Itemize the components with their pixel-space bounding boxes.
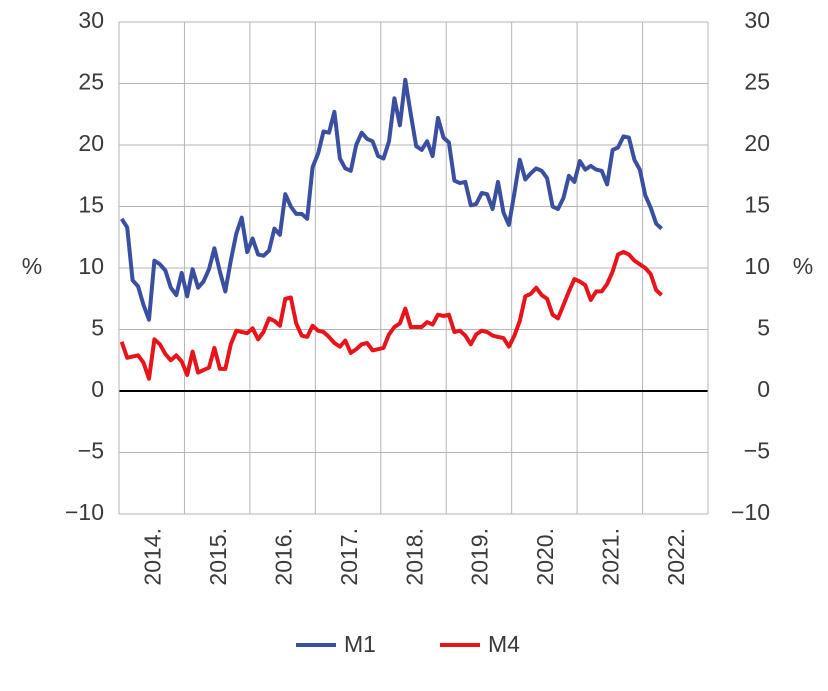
y-tick-label: 10 <box>78 253 104 279</box>
y2-tick-label: 10 <box>744 253 770 279</box>
y2-tick-label: 25 <box>744 69 770 95</box>
y2-tick-label: 20 <box>744 130 770 156</box>
y2-tick-label: 15 <box>744 192 770 218</box>
x-tick-label: 2018. <box>401 528 427 586</box>
legend-label: M4 <box>488 631 520 657</box>
x-tick-label: 2020. <box>532 528 558 586</box>
y-tick-label: 20 <box>78 130 104 156</box>
y-tick-label: 15 <box>78 192 104 218</box>
y-tick-label: 5 <box>91 315 104 341</box>
y2-tick-label: 0 <box>757 376 770 402</box>
y-tick-label: −5 <box>78 438 104 464</box>
x-tick-label: 2016. <box>270 528 296 586</box>
series-line <box>119 250 663 381</box>
y2-tick-label: 30 <box>744 7 770 33</box>
y-tick-label: 30 <box>78 7 104 33</box>
y2-tick-label: −10 <box>731 499 770 525</box>
x-tick-label: 2019. <box>467 528 493 586</box>
y-tick-label: 25 <box>78 69 104 95</box>
x-tick-label: 2022. <box>663 528 689 586</box>
y-axis-label: % <box>22 253 42 279</box>
legend-label: M1 <box>344 631 376 657</box>
y-tick-label: 0 <box>91 376 104 402</box>
x-tick-label: 2015. <box>205 528 231 586</box>
y2-tick-label: −5 <box>744 438 770 464</box>
series-line <box>120 77 663 322</box>
x-tick-label: 2021. <box>598 528 624 586</box>
y-tick-label: −10 <box>65 499 104 525</box>
x-tick-label: 2014. <box>140 528 166 586</box>
y2-axis-label: % <box>793 253 813 279</box>
y2-tick-label: 5 <box>757 315 770 341</box>
x-tick-label: 2017. <box>336 528 362 586</box>
